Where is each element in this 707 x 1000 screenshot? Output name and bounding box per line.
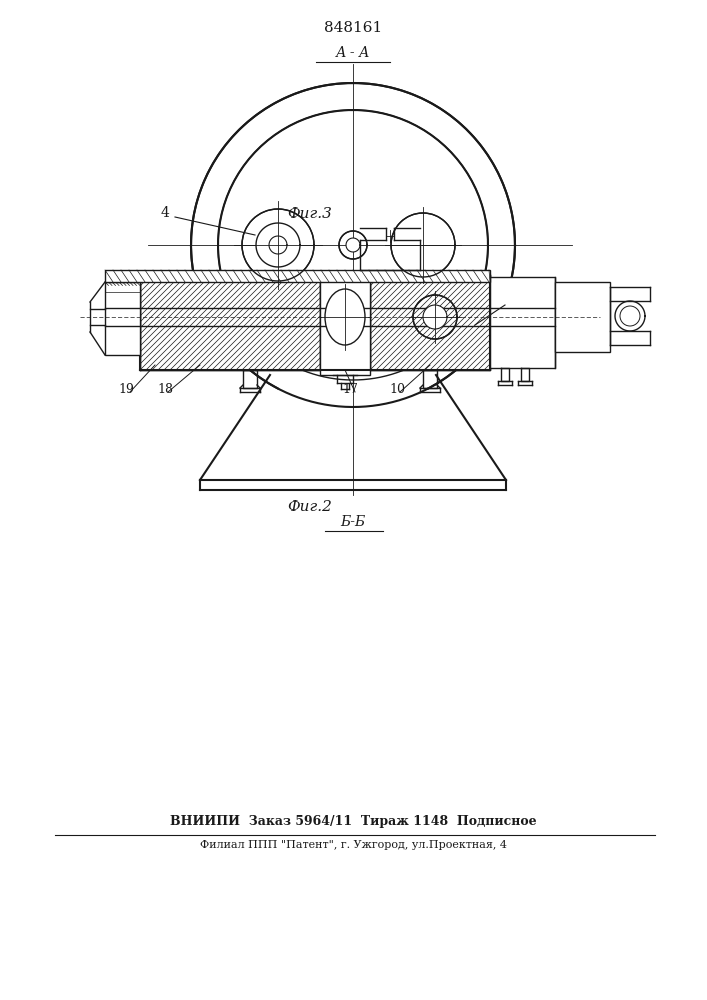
Bar xyxy=(105,282,140,355)
Bar xyxy=(105,282,140,292)
Bar xyxy=(555,282,610,352)
Text: Филиал ППП "Патент", г. Ужгород, ул.Проектная, 4: Филиал ППП "Патент", г. Ужгород, ул.Прое… xyxy=(199,840,506,850)
Bar xyxy=(105,270,490,282)
Text: Фиг.3: Фиг.3 xyxy=(288,207,332,221)
Bar xyxy=(370,275,490,370)
Circle shape xyxy=(423,305,447,329)
Text: 17: 17 xyxy=(342,383,358,396)
Text: 848161: 848161 xyxy=(324,21,382,35)
Bar xyxy=(140,275,320,370)
Bar xyxy=(320,272,370,375)
Bar xyxy=(490,277,555,368)
Text: ВНИИПИ  Заказ 5964/11  Тираж 1148  Подписное: ВНИИПИ Заказ 5964/11 Тираж 1148 Подписно… xyxy=(170,816,537,828)
Circle shape xyxy=(256,223,300,267)
Text: 19: 19 xyxy=(118,383,134,396)
Text: 13: 13 xyxy=(515,293,533,307)
Circle shape xyxy=(346,238,360,252)
Text: 10: 10 xyxy=(389,383,405,396)
Text: Б-Б: Б-Б xyxy=(340,515,366,529)
Text: А - А: А - А xyxy=(336,46,370,60)
Text: Фиг.2: Фиг.2 xyxy=(288,500,332,514)
Text: 4: 4 xyxy=(160,206,170,220)
Text: 18: 18 xyxy=(157,383,173,396)
Ellipse shape xyxy=(325,289,365,345)
